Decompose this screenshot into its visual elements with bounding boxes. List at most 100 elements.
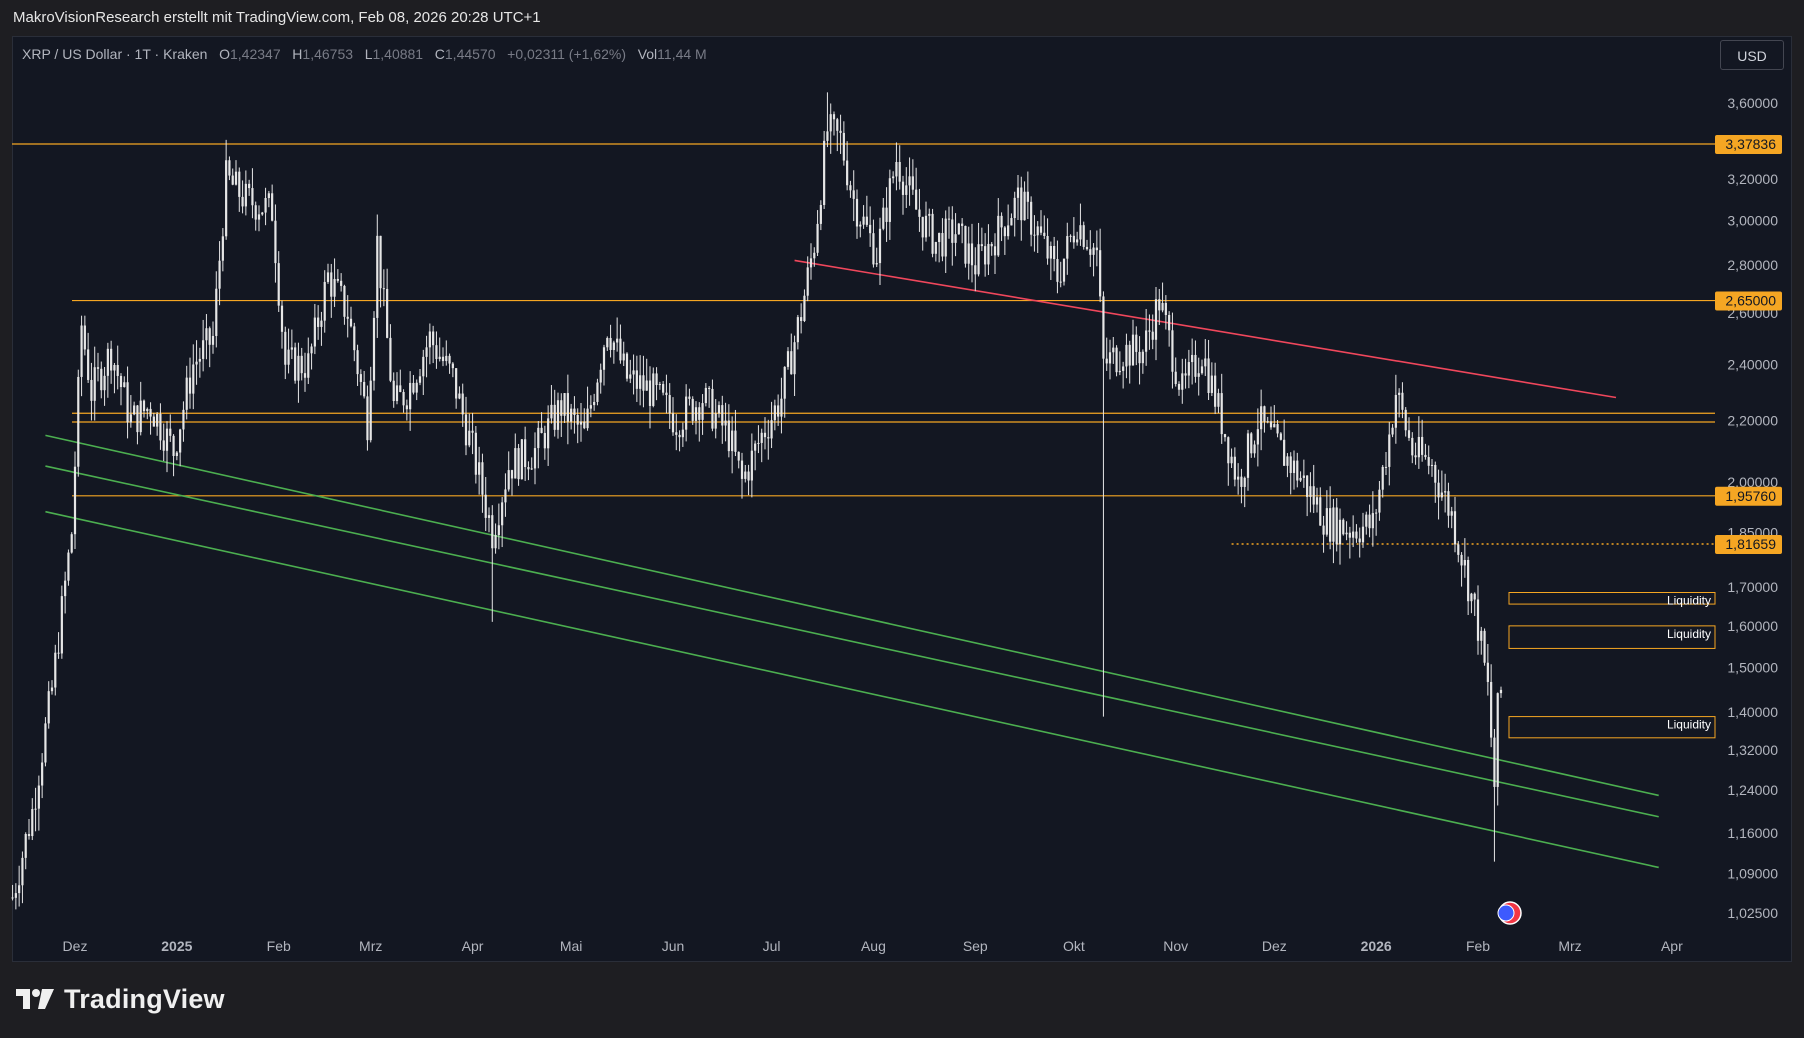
candle-body — [826, 131, 829, 141]
candle-body — [1325, 508, 1328, 535]
candle-body — [1332, 507, 1335, 542]
candle-body — [1135, 334, 1138, 352]
candle-body — [1128, 344, 1131, 366]
liquidity-zone[interactable] — [1508, 591, 1716, 605]
candle-body — [658, 384, 661, 386]
candle-body — [763, 432, 767, 438]
currency-button[interactable]: USD — [1720, 40, 1784, 70]
price-tag[interactable] — [1715, 535, 1782, 555]
candle-body — [514, 448, 517, 479]
candle-body — [507, 470, 510, 490]
open-key: O — [219, 46, 230, 62]
candle-body — [346, 316, 349, 319]
candle-body — [842, 132, 845, 161]
candle-body — [481, 462, 484, 495]
candle-body — [11, 897, 14, 899]
candle-body — [1292, 460, 1296, 473]
liquidity-zone[interactable] — [1508, 716, 1716, 739]
candle-body — [1260, 406, 1263, 430]
price-tag[interactable] — [1715, 291, 1782, 311]
candle-body — [593, 401, 596, 406]
candle-body — [1358, 538, 1361, 543]
candle-body — [540, 427, 543, 434]
candle-body — [1007, 225, 1010, 237]
candle-body — [228, 160, 231, 176]
candle-body — [786, 351, 790, 367]
candle-body — [1476, 599, 1480, 641]
candle-body — [221, 236, 224, 261]
candle-body — [119, 375, 123, 388]
candle-body — [133, 405, 136, 415]
ohlc-legend: XRP / US Dollar · 1T · Kraken O1,42347 H… — [22, 44, 707, 64]
candle-body — [445, 355, 448, 362]
x-tick-label: Apr — [1661, 938, 1683, 954]
candle-body — [1490, 681, 1493, 738]
price-tag[interactable] — [1715, 134, 1782, 154]
candle-body — [1197, 373, 1200, 377]
candle-body — [290, 347, 293, 350]
trendline-channel-upper[interactable] — [45, 434, 1659, 797]
trendline-resistance[interactable] — [794, 259, 1617, 399]
candle-body — [317, 317, 320, 327]
candle-body — [1079, 225, 1082, 240]
candle-body — [14, 893, 17, 898]
candle-body — [793, 342, 796, 375]
candle-body — [987, 243, 990, 265]
y-tick-label: 3,60000 — [1727, 95, 1778, 111]
candle-body — [1407, 430, 1411, 438]
trendline-channel-mid[interactable] — [45, 465, 1659, 818]
tradingview-logo[interactable]: TradingView — [14, 982, 225, 1016]
candle-body — [202, 340, 205, 359]
candle-body — [1352, 531, 1355, 538]
candle-body — [783, 366, 786, 399]
candle-body — [1342, 519, 1345, 535]
candle-body — [527, 467, 530, 470]
symbol-label[interactable]: XRP / US Dollar · 1T · Kraken — [22, 46, 208, 62]
candle-body — [1033, 234, 1036, 236]
candle-body — [744, 471, 747, 479]
candle-body — [1233, 456, 1236, 480]
candle-body — [1230, 456, 1233, 464]
candle-body — [165, 428, 169, 451]
candle-body — [1457, 544, 1460, 555]
candle-body — [1335, 507, 1338, 545]
candle-body — [1171, 330, 1174, 372]
candle-body — [1263, 406, 1266, 422]
y-tick-label: 1,32000 — [1727, 742, 1778, 758]
candle-body — [563, 393, 566, 416]
candle-body — [1194, 354, 1197, 377]
candle-body — [1187, 362, 1190, 376]
candle-body — [415, 382, 418, 393]
price-tag[interactable] — [1715, 486, 1782, 506]
candle-body — [977, 244, 980, 275]
trendline-channel-lower[interactable] — [45, 510, 1659, 869]
candle-body — [560, 400, 563, 416]
candle-body — [1338, 519, 1342, 545]
candle-body — [632, 370, 635, 375]
x-tick-label: 2026 — [1361, 938, 1392, 954]
candle-body — [340, 280, 343, 286]
candle-body — [734, 430, 737, 452]
candle-body — [609, 337, 612, 350]
candle-body — [859, 224, 862, 227]
candle-body — [668, 395, 671, 414]
candle-body — [126, 382, 129, 423]
candle-body — [777, 405, 780, 417]
y-tick-label: 1,50000 — [1727, 659, 1778, 675]
candle-body — [892, 176, 895, 179]
attribution-text: MakroVisionResearch erstellt mit Trading… — [13, 9, 541, 26]
candle-body — [47, 691, 50, 724]
candle-body — [829, 114, 832, 132]
candle-body — [218, 260, 221, 289]
candle-body — [77, 376, 80, 467]
candle-body — [1151, 331, 1154, 340]
candle-body — [359, 374, 362, 382]
x-tick-label: Mrz — [359, 938, 382, 954]
candle-body — [96, 367, 100, 369]
candle-body — [280, 305, 284, 332]
x-tick-label: Jul — [763, 938, 781, 954]
tradingview-icon — [16, 989, 54, 1009]
liquidity-zone[interactable] — [1508, 625, 1716, 649]
candle-body — [944, 218, 947, 257]
